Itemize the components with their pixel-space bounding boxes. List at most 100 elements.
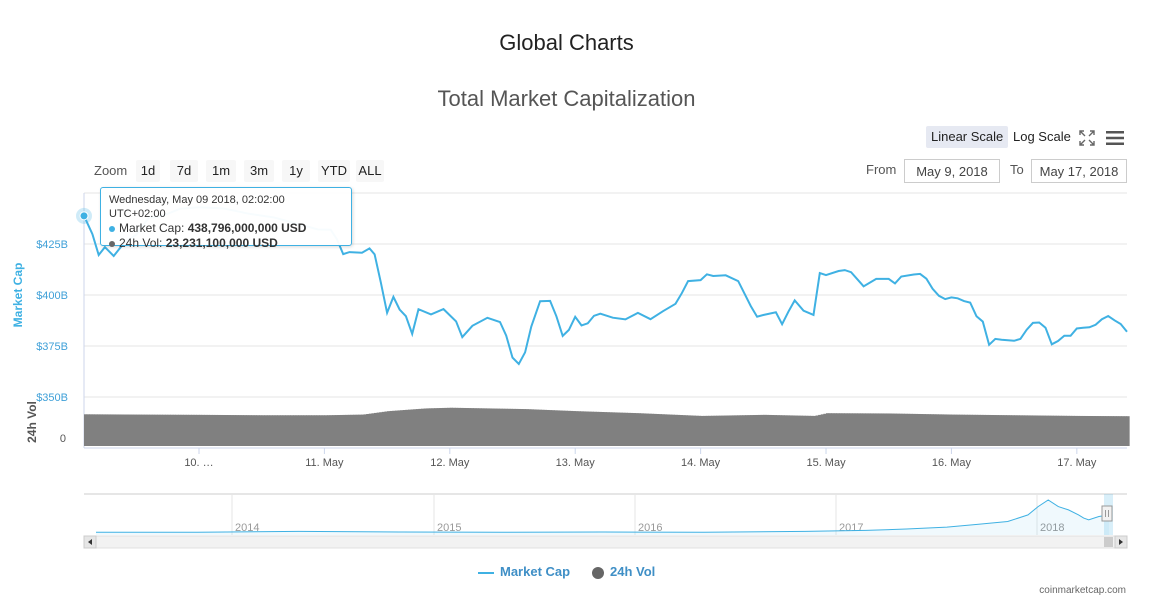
x-tick-label: 13. May	[556, 457, 596, 469]
volume-bar	[1126, 416, 1130, 446]
volume-bar	[274, 415, 278, 446]
log-scale-button[interactable]: Log Scale	[1013, 129, 1071, 144]
volume-bar	[99, 414, 103, 446]
market-cap-dot-icon	[109, 225, 115, 232]
volume-bar	[577, 411, 581, 446]
volume-bar	[191, 414, 195, 446]
volume-bar	[1110, 416, 1114, 446]
volume-bar	[614, 412, 618, 446]
volume-bar	[893, 413, 898, 446]
volume-bar	[530, 409, 534, 446]
volume-bar	[324, 415, 328, 446]
volume-bar	[920, 414, 924, 446]
volume-bar	[253, 415, 258, 446]
fullscreen-icon[interactable]	[1078, 129, 1096, 147]
volume-bar	[269, 415, 273, 446]
from-date-input[interactable]	[904, 159, 1000, 183]
chart-title: Total Market Capitalization	[437, 86, 696, 111]
volume-bar	[998, 415, 1002, 446]
volume-bar	[789, 415, 793, 446]
volume-bar	[933, 414, 937, 446]
volume-bar	[368, 413, 372, 446]
credit-link[interactable]: coinmarketcap.com	[1039, 585, 1126, 596]
volume-bar	[742, 415, 746, 446]
volume-bar	[909, 413, 913, 446]
to-date-input[interactable]	[1031, 159, 1127, 183]
zoom-1m-button[interactable]: 1m	[206, 160, 236, 182]
volume-bar	[1068, 415, 1073, 446]
zoom-1d-button[interactable]: 1d	[136, 160, 160, 182]
volume-bar	[1055, 415, 1060, 446]
volume-bar	[441, 407, 446, 446]
volume-bar	[240, 415, 244, 446]
volume-bar	[313, 415, 318, 446]
volume-bar	[162, 414, 166, 446]
zoom-label: Zoom	[94, 163, 128, 178]
volume-bar	[538, 409, 542, 446]
volume-bar	[206, 414, 210, 446]
volume-bar	[392, 410, 396, 446]
volume-axis-title: 24h Vol	[25, 401, 39, 443]
volume-bar	[1066, 415, 1070, 446]
volume-bar	[583, 411, 587, 446]
tooltip-market-cap-value: 438,796,000,000 USD	[187, 221, 307, 235]
volume-bar	[844, 413, 848, 446]
zoom-all-button[interactable]: ALL	[356, 160, 384, 182]
legend-24h-vol[interactable]: 24h Vol	[592, 564, 655, 579]
volume-bar	[656, 413, 660, 446]
volume-bar	[509, 408, 514, 446]
legend-vol-label: 24h Vol	[610, 564, 656, 579]
volume-bar	[1050, 415, 1054, 446]
volume-bar	[321, 415, 325, 446]
volume-bar	[311, 415, 315, 446]
volume-bar	[112, 414, 116, 446]
zoom-7d-button[interactable]: 7d	[170, 160, 198, 182]
volume-bar	[149, 414, 153, 446]
from-label: From	[866, 162, 897, 177]
volume-bar	[833, 413, 838, 446]
linear-scale-button[interactable]: Linear Scale	[926, 126, 1009, 148]
volume-bar	[849, 413, 853, 446]
volume-bar	[366, 414, 370, 446]
volume-bar	[91, 414, 96, 446]
scrollbar-track	[83, 535, 1128, 549]
volume-bar	[995, 415, 1000, 446]
x-tick-label: 14. May	[681, 457, 721, 469]
zoom-1y-button[interactable]: 1y	[282, 160, 310, 182]
volume-bar	[381, 411, 386, 446]
volume-bar	[737, 415, 741, 446]
volume-bar	[972, 414, 976, 446]
volume-bar	[718, 415, 723, 446]
navigator-scrollbar[interactable]	[83, 535, 1128, 549]
volume-bar	[1001, 415, 1005, 446]
volume-bar	[478, 408, 482, 446]
volume-bar	[141, 414, 145, 446]
volume-bar	[120, 414, 124, 446]
legend-market-cap[interactable]: Market Cap	[478, 564, 570, 579]
volume-bar	[556, 410, 561, 446]
volume-bar	[434, 408, 438, 446]
volume-bar	[959, 414, 963, 446]
volume-bar	[820, 414, 824, 446]
volume-bar	[308, 415, 312, 446]
navigator-year-label: 2015	[437, 522, 461, 534]
volume-bar	[1003, 415, 1007, 446]
volume-bar	[1032, 415, 1036, 446]
volume-bar	[504, 408, 508, 446]
volume-bar	[337, 415, 341, 446]
zoom-ytd-button[interactable]: YTD	[318, 160, 350, 182]
volume-bar	[857, 413, 861, 446]
volume-bar	[217, 414, 221, 446]
volume-bar	[1053, 415, 1057, 446]
hamburger-menu-icon[interactable]	[1105, 129, 1125, 147]
tooltip-vol-value: 23,231,100,000 USD	[165, 236, 278, 250]
navigator-year-label: 2016	[638, 522, 662, 534]
volume-bar	[178, 414, 182, 446]
zoom-3m-button[interactable]: 3m	[244, 160, 274, 182]
volume-bar	[167, 414, 171, 446]
volume-bar	[413, 409, 417, 446]
navigator-handle-icon[interactable]	[1101, 505, 1113, 522]
volume-bar	[831, 413, 835, 446]
volume-bar	[295, 415, 299, 446]
